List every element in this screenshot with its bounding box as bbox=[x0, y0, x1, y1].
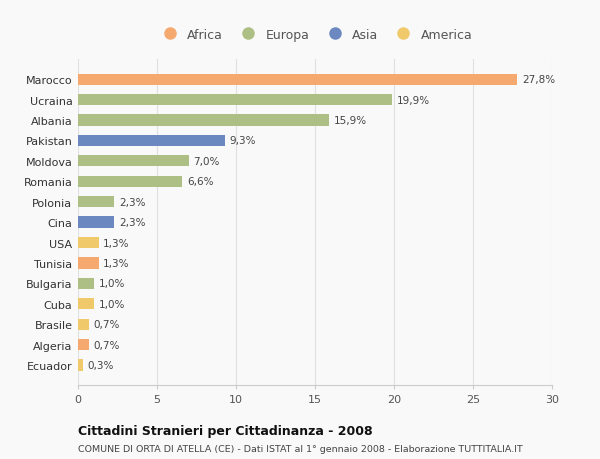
Bar bbox=[78, 359, 83, 371]
Text: 0,7%: 0,7% bbox=[94, 340, 120, 350]
Text: 1,0%: 1,0% bbox=[98, 279, 125, 289]
Text: 27,8%: 27,8% bbox=[522, 75, 555, 85]
Bar bbox=[78, 156, 188, 167]
Bar bbox=[78, 258, 98, 269]
Text: 7,0%: 7,0% bbox=[193, 157, 220, 167]
Text: 0,3%: 0,3% bbox=[88, 360, 114, 370]
Bar bbox=[78, 196, 115, 208]
Bar bbox=[78, 319, 89, 330]
Text: Cittadini Stranieri per Cittadinanza - 2008: Cittadini Stranieri per Cittadinanza - 2… bbox=[78, 425, 373, 437]
Bar bbox=[78, 278, 94, 289]
Text: 1,3%: 1,3% bbox=[103, 258, 130, 269]
Text: 1,0%: 1,0% bbox=[98, 299, 125, 309]
Text: 2,3%: 2,3% bbox=[119, 197, 146, 207]
Text: 6,6%: 6,6% bbox=[187, 177, 214, 187]
Text: 1,3%: 1,3% bbox=[103, 238, 130, 248]
Bar bbox=[78, 176, 182, 187]
Bar bbox=[78, 298, 94, 310]
Text: 9,3%: 9,3% bbox=[230, 136, 256, 146]
Bar bbox=[78, 95, 392, 106]
Bar bbox=[78, 339, 89, 350]
Text: 15,9%: 15,9% bbox=[334, 116, 367, 126]
Bar bbox=[78, 115, 329, 126]
Bar bbox=[78, 74, 517, 86]
Text: 0,7%: 0,7% bbox=[94, 319, 120, 330]
Text: 19,9%: 19,9% bbox=[397, 95, 430, 106]
Bar bbox=[78, 135, 225, 147]
Text: COMUNE DI ORTA DI ATELLA (CE) - Dati ISTAT al 1° gennaio 2008 - Elaborazione TUT: COMUNE DI ORTA DI ATELLA (CE) - Dati IST… bbox=[78, 444, 523, 453]
Bar bbox=[78, 237, 98, 249]
Legend: Africa, Europa, Asia, America: Africa, Europa, Asia, America bbox=[152, 23, 478, 46]
Text: 2,3%: 2,3% bbox=[119, 218, 146, 228]
Bar bbox=[78, 217, 115, 228]
